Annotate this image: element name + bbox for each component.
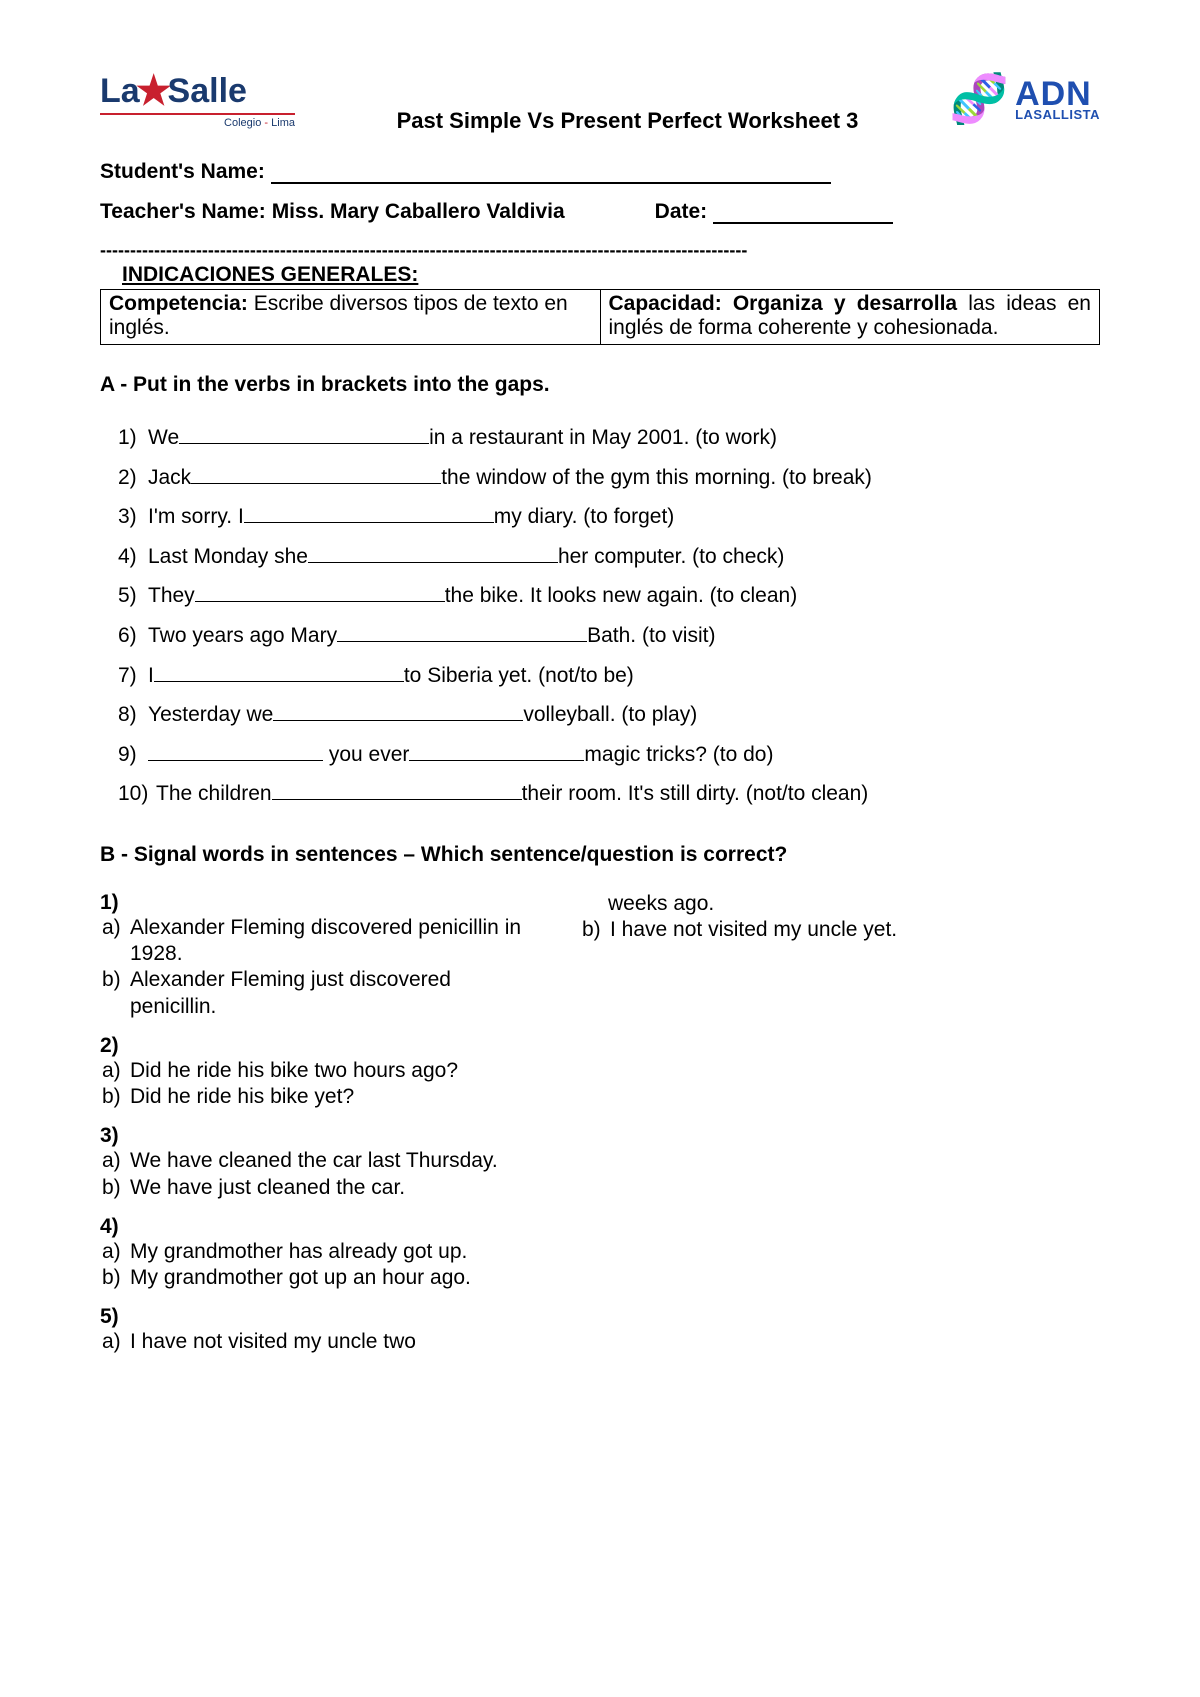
teacher-name-value: Miss. Mary Caballero Valdivia [272, 200, 565, 224]
logo-adn: 🧬 ADN LASALLISTA [960, 60, 1100, 140]
header-row: La ★ Salle Colegio - Lima Past Simple Vs… [100, 60, 1100, 140]
indicaciones-table: Competencia: Escribe diversos tipos de t… [100, 289, 1100, 345]
list-item: 5)Theythe bike. It looks new again. (to … [118, 579, 1100, 613]
student-name-label: Student's Name: [100, 160, 265, 184]
list-item: 3)I'm sorry. Imy diary. (to forget) [118, 500, 1100, 534]
option[interactable]: b)Alexander Fleming just discovered peni… [102, 967, 540, 1020]
blank-input[interactable] [409, 744, 584, 761]
logo-divider [100, 113, 295, 115]
blank-input[interactable] [308, 546, 558, 563]
date-label: Date: [655, 200, 708, 224]
star-icon: ★ [136, 75, 172, 107]
section-a-list: 1)Wein a restaurant in May 2001. (to wor… [100, 421, 1100, 811]
option[interactable]: b)We have just cleaned the car. [102, 1175, 540, 1201]
blank-input[interactable] [195, 585, 445, 602]
blank-input[interactable] [179, 427, 429, 444]
list-item: 7)Ito Siberia yet. (not/to be) [118, 659, 1100, 693]
section-b-col-left: 1) a)Alexander Fleming discovered penici… [100, 891, 540, 1356]
option[interactable]: a)Alexander Fleming discovered penicilli… [102, 915, 540, 968]
question-number: 3) [100, 1124, 540, 1148]
adn-sub: LASALLISTA [1015, 109, 1100, 121]
logo-left-part2: Salle [168, 72, 247, 111]
logo-sub-right: Lima [271, 117, 295, 129]
blank-input[interactable] [244, 506, 494, 523]
question-number: 2) [100, 1034, 540, 1058]
list-item: 2)Jackthe window of the gym this morning… [118, 461, 1100, 495]
competencia-cell: Competencia: Escribe diversos tipos de t… [101, 290, 601, 345]
logo-la-salle: La ★ Salle Colegio - Lima [100, 60, 295, 140]
list-item: 6)Two years ago MaryBath. (to visit) [118, 619, 1100, 653]
section-b-columns: 1) a)Alexander Fleming discovered penici… [100, 891, 1100, 1356]
blank-input[interactable] [337, 625, 587, 642]
date-input[interactable] [713, 202, 893, 224]
option[interactable]: b)Did he ride his bike yet? [102, 1084, 540, 1110]
option[interactable]: a)Did he ride his bike two hours ago? [102, 1058, 540, 1084]
blank-input[interactable] [148, 744, 323, 761]
logo-left-part1: La [100, 72, 140, 111]
blank-input[interactable] [272, 783, 522, 800]
student-name-input[interactable] [271, 162, 831, 184]
option[interactable]: a)I have not visited my uncle two [102, 1329, 540, 1355]
list-item: 10)The childrentheir room. It's still di… [118, 777, 1100, 811]
worksheet-title: Past Simple Vs Present Perfect Worksheet… [295, 108, 960, 140]
list-item: 8)Yesterday wevolleyball. (to play) [118, 698, 1100, 732]
dashed-separator: ----------------------------------------… [100, 240, 1100, 261]
question-number: 4) [100, 1215, 540, 1239]
list-item: 4)Last Monday sheher computer. (to check… [118, 540, 1100, 574]
fields-block: Student's Name: Teacher's Name: Miss. Ma… [100, 160, 1100, 224]
logo-subtext: Colegio - Lima [100, 117, 295, 129]
option-continuation: weeks ago. [608, 891, 1100, 917]
capacidad-label: Capacidad: Organiza y desarrolla [609, 292, 958, 315]
option[interactable]: a)My grandmother has already got up. [102, 1239, 540, 1265]
teacher-name-label: Teacher's Name: [100, 200, 266, 224]
blank-input[interactable] [191, 467, 441, 484]
option[interactable]: b)I have not visited my uncle yet. [582, 917, 1100, 943]
list-item: 9) you evermagic tricks? (to do) [118, 738, 1100, 772]
indicaciones-heading: INDICACIONES GENERALES: [122, 263, 1100, 287]
blank-input[interactable] [273, 704, 523, 721]
helix-icon: 🧬 [949, 76, 1009, 124]
option[interactable]: b)My grandmother got up an hour ago. [102, 1265, 540, 1291]
logo-sub-left: Colegio [224, 117, 261, 129]
capacidad-cell: Capacidad: Organiza y desarrolla las ide… [600, 290, 1100, 345]
question-number: 1) [100, 891, 540, 915]
list-item: 1)Wein a restaurant in May 2001. (to wor… [118, 421, 1100, 455]
question-number: 5) [100, 1305, 540, 1329]
section-a-title: A - Put in the verbs in brackets into th… [100, 373, 1100, 397]
adn-big: ADN [1015, 79, 1100, 110]
section-b: B - Signal words in sentences – Which se… [100, 843, 1100, 1356]
blank-input[interactable] [154, 665, 404, 682]
option[interactable]: a)We have cleaned the car last Thursday. [102, 1148, 540, 1174]
competencia-label: Competencia: [109, 292, 248, 315]
section-b-title: B - Signal words in sentences – Which se… [100, 843, 1100, 867]
section-b-col-right: weeks ago. b)I have not visited my uncle… [580, 891, 1100, 1356]
worksheet-page: La ★ Salle Colegio - Lima Past Simple Vs… [0, 0, 1200, 1697]
